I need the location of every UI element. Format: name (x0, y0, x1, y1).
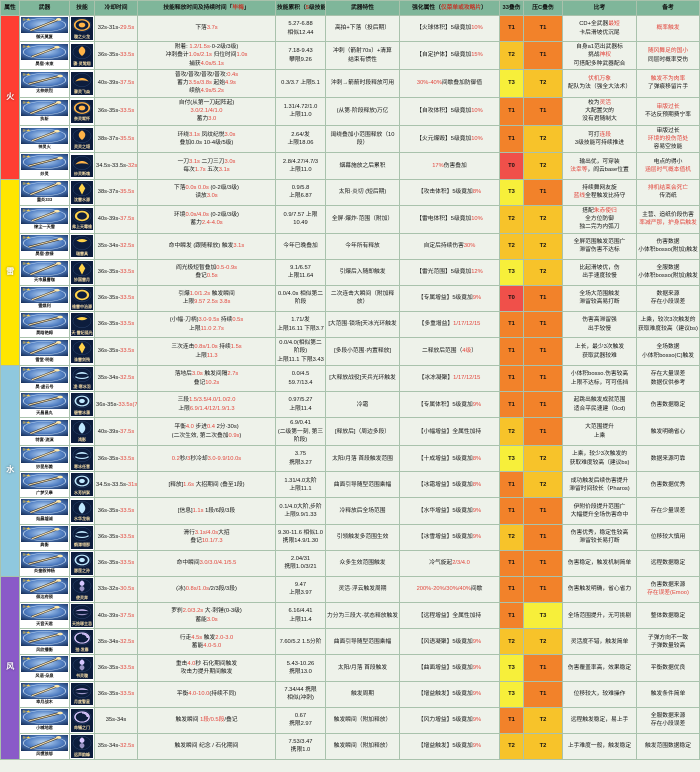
svg-text:5★: 5★ (23, 288, 31, 291)
svg-text:5★: 5★ (23, 736, 31, 739)
svg-text:5★: 5★ (23, 156, 31, 159)
svg-text:5★: 5★ (23, 710, 31, 713)
svg-text:5★: 5★ (23, 18, 31, 21)
svg-text:5★: 5★ (23, 474, 31, 477)
svg-text:5★: 5★ (23, 368, 31, 371)
svg-text:5★: 5★ (23, 684, 31, 687)
svg-text:5★: 5★ (23, 314, 31, 317)
svg-text:5★: 5★ (23, 657, 31, 660)
svg-text:5★: 5★ (23, 262, 31, 265)
svg-text:5★: 5★ (23, 448, 31, 451)
svg-text:5★: 5★ (23, 394, 31, 397)
svg-text:5★: 5★ (23, 236, 31, 239)
svg-text:5★: 5★ (23, 501, 31, 504)
svg-text:5★: 5★ (23, 631, 31, 634)
svg-text:5★: 5★ (23, 421, 31, 424)
svg-text:5★: 5★ (23, 209, 31, 212)
svg-text:5★: 5★ (23, 101, 31, 104)
svg-text:5★: 5★ (23, 341, 31, 344)
svg-text:5★: 5★ (23, 527, 31, 530)
svg-text:5★: 5★ (23, 605, 31, 608)
svg-text:5★: 5★ (23, 553, 31, 556)
svg-text:5★: 5★ (23, 73, 31, 76)
svg-text:5★: 5★ (23, 182, 31, 185)
svg-text:5★: 5★ (23, 45, 31, 48)
svg-text:5★: 5★ (23, 579, 31, 582)
svg-text:5★: 5★ (23, 129, 31, 132)
